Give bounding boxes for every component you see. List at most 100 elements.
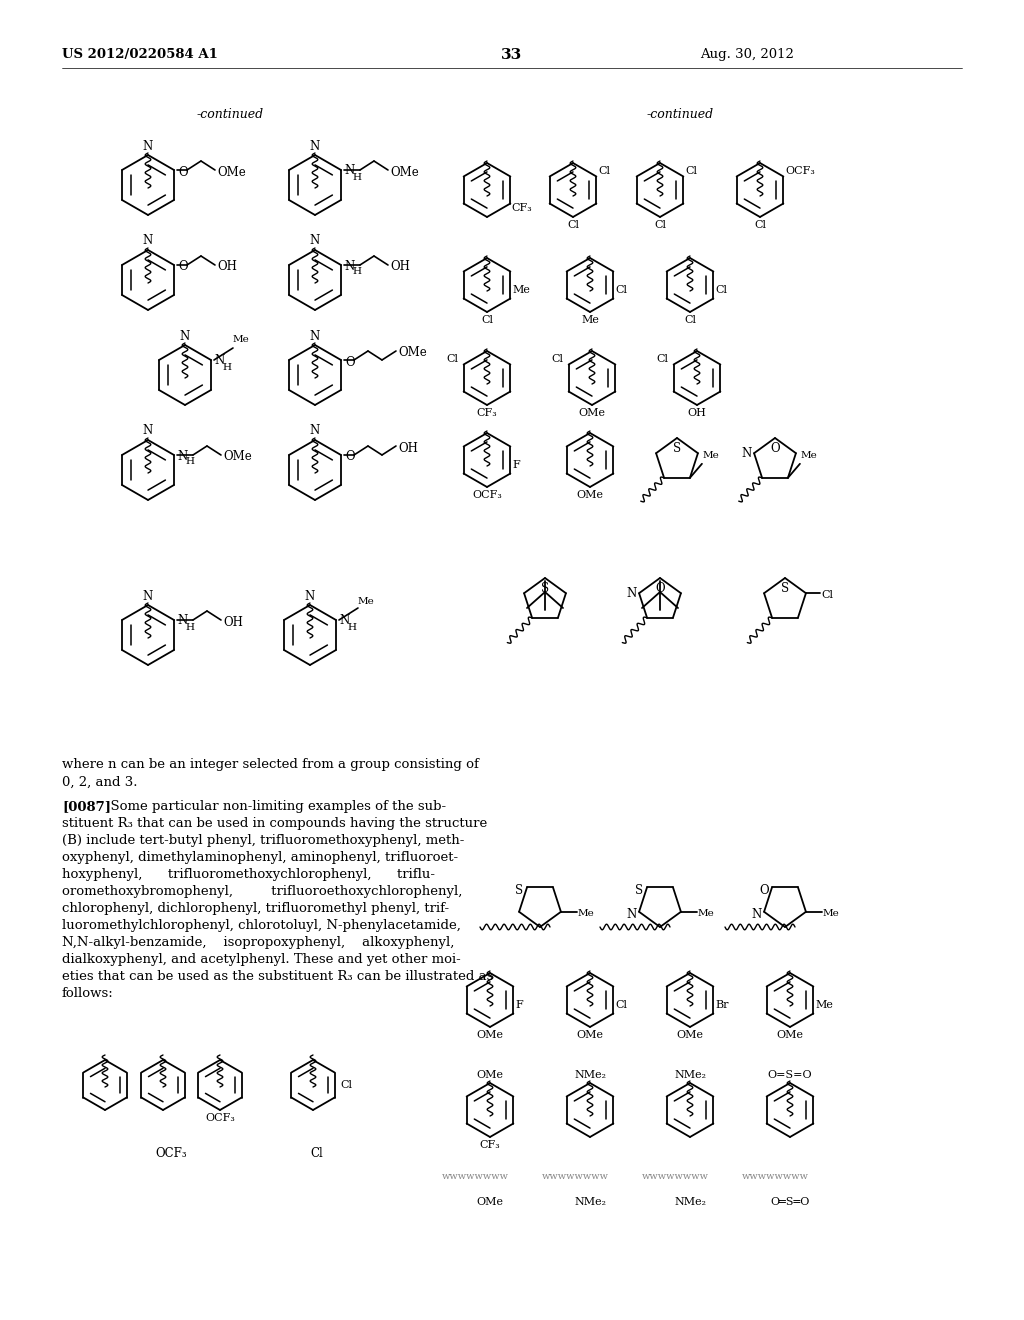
Text: Cl: Cl xyxy=(446,354,458,364)
Text: Me: Me xyxy=(698,909,715,919)
Text: S: S xyxy=(781,582,790,594)
Text: Cl: Cl xyxy=(481,315,493,325)
Text: OMe: OMe xyxy=(223,450,252,463)
Text: H: H xyxy=(347,623,356,631)
Text: O: O xyxy=(770,441,780,454)
Text: NMe₂: NMe₂ xyxy=(574,1197,606,1206)
Text: OMe: OMe xyxy=(398,346,427,359)
Text: H: H xyxy=(185,458,194,466)
Text: OMe: OMe xyxy=(579,408,605,418)
Text: Me: Me xyxy=(823,909,840,919)
Text: N,N-alkyl-benzamide,    isopropoxyphenyl,    alkoxyphenyl,: N,N-alkyl-benzamide, isopropoxyphenyl, a… xyxy=(62,936,455,949)
Text: Me: Me xyxy=(702,451,720,459)
Text: Me: Me xyxy=(358,597,375,606)
Text: eties that can be used as the substituent R₃ can be illustrated as: eties that can be used as the substituen… xyxy=(62,970,494,983)
Text: N: N xyxy=(626,908,636,921)
Text: Me: Me xyxy=(512,285,529,294)
Text: OH: OH xyxy=(223,615,243,628)
Text: Me: Me xyxy=(578,909,595,919)
Text: Cl: Cl xyxy=(821,590,833,601)
Text: oxyphenyl, dimethylaminophenyl, aminophenyl, trifluoroet-: oxyphenyl, dimethylaminophenyl, aminophe… xyxy=(62,851,458,865)
Text: -continued: -continued xyxy=(197,108,263,121)
Text: O: O xyxy=(345,355,354,368)
Text: O: O xyxy=(178,260,187,273)
Text: OH: OH xyxy=(390,260,410,273)
Text: N: N xyxy=(143,425,154,437)
Text: N: N xyxy=(180,330,190,342)
Text: OCF₃: OCF₃ xyxy=(785,166,815,176)
Text: 33: 33 xyxy=(502,48,522,62)
Text: dialkoxyphenyl, and acetylphenyl. These and yet other moi-: dialkoxyphenyl, and acetylphenyl. These … xyxy=(62,953,461,966)
Text: US 2012/0220584 A1: US 2012/0220584 A1 xyxy=(62,48,218,61)
Text: H: H xyxy=(222,363,231,371)
Text: OMe: OMe xyxy=(217,165,246,178)
Text: Cl: Cl xyxy=(615,285,627,294)
Text: OMe: OMe xyxy=(776,1030,804,1040)
Text: O═S═O: O═S═O xyxy=(770,1197,810,1206)
Text: Me: Me xyxy=(233,335,250,345)
Text: OCF₃: OCF₃ xyxy=(472,490,502,500)
Text: N: N xyxy=(310,140,321,153)
Text: OMe: OMe xyxy=(677,1030,703,1040)
Text: wwwwwwww: wwwwwwww xyxy=(542,1172,608,1181)
Text: Cl: Cl xyxy=(340,1080,352,1090)
Text: N: N xyxy=(305,590,315,602)
Text: N: N xyxy=(214,355,224,367)
Text: Cl: Cl xyxy=(551,354,563,364)
Text: Br: Br xyxy=(715,1001,728,1010)
Text: H: H xyxy=(352,268,361,276)
Text: CF₃: CF₃ xyxy=(511,203,531,213)
Text: Me: Me xyxy=(815,1001,833,1010)
Text: Me: Me xyxy=(801,451,818,459)
Text: hoxyphenyl,      trifluoromethoxychlorophenyl,      triflu-: hoxyphenyl, trifluoromethoxychlorophenyl… xyxy=(62,869,435,880)
Text: N: N xyxy=(143,590,154,602)
Text: [0087]: [0087] xyxy=(62,800,111,813)
Text: Cl: Cl xyxy=(310,1147,324,1160)
Text: OCF₃: OCF₃ xyxy=(205,1113,234,1123)
Text: Cl: Cl xyxy=(685,166,697,176)
Text: H: H xyxy=(352,173,361,181)
Text: O: O xyxy=(655,582,665,594)
Text: S: S xyxy=(635,883,643,896)
Text: OMe: OMe xyxy=(476,1197,504,1206)
Text: wwwwwwww: wwwwwwww xyxy=(441,1172,509,1181)
Text: N: N xyxy=(339,615,349,627)
Text: N: N xyxy=(310,235,321,248)
Text: NMe₂: NMe₂ xyxy=(574,1071,606,1080)
Text: Cl: Cl xyxy=(684,315,696,325)
Text: N: N xyxy=(310,425,321,437)
Text: O: O xyxy=(345,450,354,463)
Text: O: O xyxy=(759,883,769,896)
Text: Cl: Cl xyxy=(615,1001,627,1010)
Text: F: F xyxy=(515,1001,522,1010)
Text: N: N xyxy=(344,260,354,272)
Text: OMe: OMe xyxy=(577,490,603,500)
Text: S: S xyxy=(515,883,523,896)
Text: (B) include tert-butyl phenyl, trifluoromethoxyphenyl, meth-: (B) include tert-butyl phenyl, trifluoro… xyxy=(62,834,464,847)
Text: N: N xyxy=(751,908,761,921)
Text: Cl: Cl xyxy=(567,220,579,230)
Text: where n can be an integer selected from a group consisting of: where n can be an integer selected from … xyxy=(62,758,479,771)
Text: Aug. 30, 2012: Aug. 30, 2012 xyxy=(700,48,794,61)
Text: N: N xyxy=(177,450,187,462)
Text: N: N xyxy=(177,615,187,627)
Text: wwwwwwww: wwwwwwww xyxy=(741,1172,809,1181)
Text: N: N xyxy=(344,165,354,177)
Text: O: O xyxy=(178,165,187,178)
Text: Cl: Cl xyxy=(656,354,668,364)
Text: Cl: Cl xyxy=(715,285,727,294)
Text: OMe: OMe xyxy=(476,1030,504,1040)
Text: 0, 2, and 3.: 0, 2, and 3. xyxy=(62,776,137,789)
Text: OCF₃: OCF₃ xyxy=(156,1147,186,1160)
Text: OH: OH xyxy=(398,441,418,454)
Text: N: N xyxy=(626,586,636,599)
Text: OMe: OMe xyxy=(390,165,419,178)
Text: N: N xyxy=(741,446,752,459)
Text: OH: OH xyxy=(687,408,707,418)
Text: follows:: follows: xyxy=(62,987,114,1001)
Text: Cl: Cl xyxy=(598,166,610,176)
Text: Some particular non-limiting examples of the sub-: Some particular non-limiting examples of… xyxy=(102,800,446,813)
Text: N: N xyxy=(310,330,321,342)
Text: F: F xyxy=(512,459,520,470)
Text: oromethoxybromophenyl,         trifluoroethoxychlorophenyl,: oromethoxybromophenyl, trifluoroethoxych… xyxy=(62,884,463,898)
